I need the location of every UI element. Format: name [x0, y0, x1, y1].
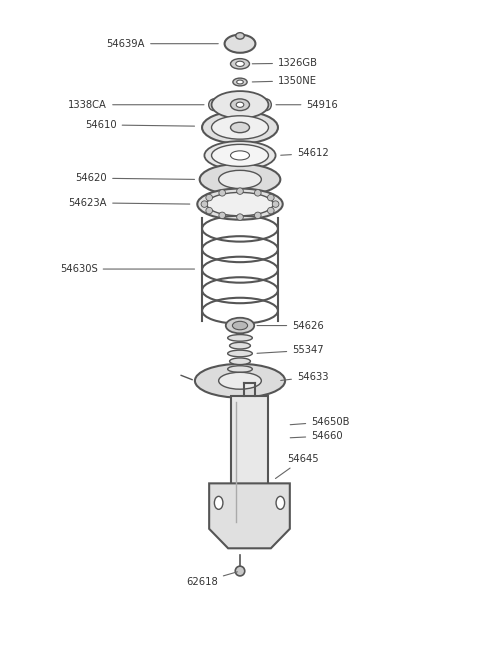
Ellipse shape [230, 59, 250, 69]
Ellipse shape [209, 99, 219, 111]
Ellipse shape [226, 318, 254, 333]
Ellipse shape [204, 141, 276, 170]
Ellipse shape [212, 144, 268, 166]
Ellipse shape [207, 193, 273, 215]
Ellipse shape [236, 61, 244, 66]
Ellipse shape [236, 33, 244, 39]
Text: 54612: 54612 [281, 149, 329, 159]
Ellipse shape [195, 364, 285, 398]
Ellipse shape [219, 372, 261, 389]
Text: 1326GB: 1326GB [252, 58, 318, 68]
Ellipse shape [229, 358, 251, 365]
Polygon shape [230, 396, 268, 535]
Ellipse shape [206, 208, 213, 214]
Ellipse shape [212, 91, 268, 119]
Text: 54620: 54620 [75, 173, 194, 183]
Ellipse shape [200, 164, 280, 195]
Ellipse shape [267, 208, 274, 214]
Ellipse shape [254, 212, 261, 219]
Text: 54660: 54660 [290, 431, 343, 441]
Ellipse shape [230, 99, 250, 111]
Ellipse shape [254, 189, 261, 196]
Text: 54639A: 54639A [107, 39, 218, 48]
Ellipse shape [230, 151, 250, 160]
Ellipse shape [201, 201, 208, 208]
Ellipse shape [212, 116, 268, 139]
Text: 54623A: 54623A [69, 198, 190, 208]
Ellipse shape [276, 496, 285, 510]
Ellipse shape [228, 350, 252, 357]
Text: 54630S: 54630S [60, 264, 194, 274]
Ellipse shape [219, 189, 226, 196]
Ellipse shape [228, 365, 252, 373]
Text: 54626: 54626 [257, 320, 324, 331]
Text: 54645: 54645 [276, 454, 319, 479]
Ellipse shape [219, 212, 226, 219]
Text: 54610: 54610 [85, 120, 194, 130]
Text: 54633: 54633 [281, 372, 328, 382]
Ellipse shape [229, 343, 251, 349]
Ellipse shape [202, 111, 278, 143]
Ellipse shape [197, 189, 283, 219]
Ellipse shape [237, 188, 243, 195]
Ellipse shape [236, 102, 244, 107]
Ellipse shape [230, 122, 250, 133]
Text: 1338CA: 1338CA [68, 100, 204, 110]
Ellipse shape [233, 78, 247, 86]
Ellipse shape [272, 201, 279, 208]
Text: 1350NE: 1350NE [252, 76, 317, 86]
Ellipse shape [228, 335, 252, 341]
Ellipse shape [219, 170, 261, 189]
Ellipse shape [237, 80, 243, 84]
Ellipse shape [206, 195, 213, 201]
Text: 54916: 54916 [276, 100, 338, 110]
Text: 55347: 55347 [257, 345, 324, 355]
Polygon shape [209, 483, 290, 548]
FancyArrowPatch shape [181, 375, 192, 380]
Ellipse shape [232, 322, 248, 329]
Ellipse shape [261, 99, 271, 111]
Text: 54650B: 54650B [290, 417, 349, 426]
Ellipse shape [237, 214, 243, 220]
Ellipse shape [225, 35, 255, 53]
Text: 62618: 62618 [186, 572, 237, 587]
Ellipse shape [235, 566, 245, 576]
Ellipse shape [215, 496, 223, 510]
Ellipse shape [267, 195, 274, 201]
